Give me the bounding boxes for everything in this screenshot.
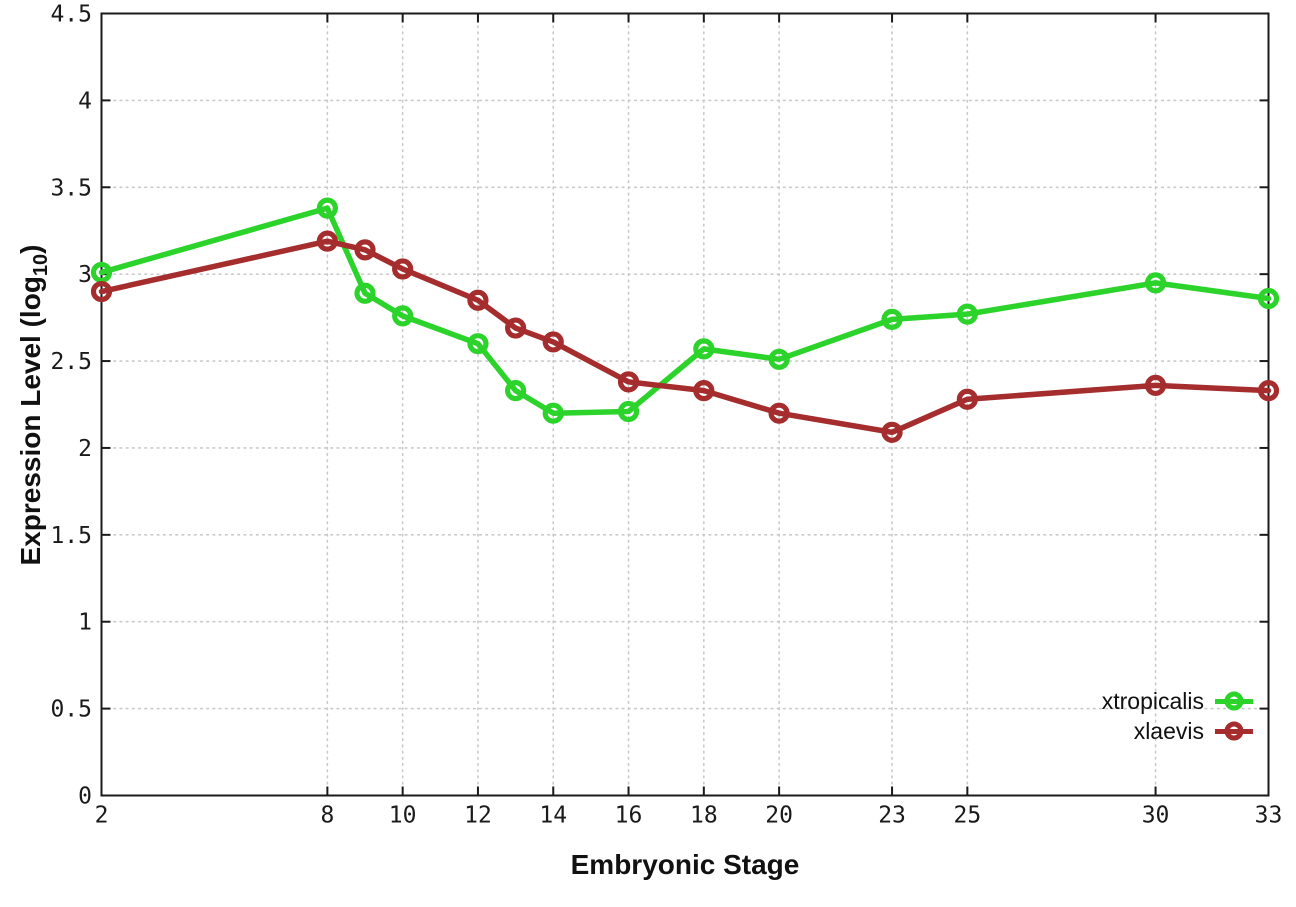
data-point-xtropicalis-stage-16	[617, 400, 640, 423]
xtropicalis-marker-icon	[1215, 690, 1253, 712]
data-point-xtropicalis-stage-20	[768, 348, 790, 370]
x-tick-label: 18	[690, 803, 718, 829]
data-point-xtropicalis-stage-13	[504, 379, 527, 402]
y-axis-title-text: Expression Level (log	[15, 276, 47, 566]
data-point-xlaevis-stage-16	[617, 371, 640, 393]
data-point-xlaevis-stage-14	[542, 331, 564, 353]
data-point-xlaevis-stage-12	[467, 289, 489, 311]
data-point-xlaevis-stage-13	[504, 317, 527, 339]
y-tick-label: 0	[78, 784, 92, 810]
data-point-xtropicalis-stage-12	[467, 333, 489, 355]
xlaevis-marker-icon	[1215, 720, 1253, 742]
data-point-xlaevis-stage-9	[354, 239, 376, 261]
legend-label-xlaevis: xlaevis	[1133, 717, 1204, 744]
data-point-xtropicalis-stage-23	[881, 308, 903, 330]
x-tick-label: 33	[1255, 803, 1283, 829]
data-point-xlaevis-stage-20	[768, 402, 790, 424]
y-tick-label: 1.5	[50, 523, 92, 549]
legend-row-xtropicalis: xtropicalis	[1102, 686, 1253, 716]
y-tick-label: 2.5	[50, 349, 92, 375]
series-line-xtropicalis	[98, 205, 1272, 416]
data-point-xlaevis-stage-2	[90, 280, 113, 303]
y-axis-title-suffix: )	[15, 244, 47, 254]
x-tick-label: 12	[464, 803, 492, 829]
y-tick-label: 4	[78, 88, 92, 114]
y-tick-label: 4.5	[50, 2, 92, 28]
data-point-xlaevis-stage-23	[881, 421, 903, 443]
data-point-xtropicalis-stage-14	[542, 402, 564, 424]
legend-row-xlaevis: xlaevis	[1102, 716, 1253, 746]
open-circle-icon	[1224, 721, 1244, 741]
x-tick-label: 25	[953, 803, 981, 829]
x-tick-label: 10	[389, 803, 417, 829]
y-tick-label: 0.5	[50, 697, 92, 723]
x-tick-label: 14	[539, 803, 567, 829]
y-tick-label: 3	[78, 262, 92, 288]
data-point-xtropicalis-stage-33	[1257, 287, 1280, 310]
data-point-xtropicalis-stage-25	[956, 303, 978, 325]
data-point-xlaevis-stage-33	[1257, 379, 1280, 402]
data-point-xtropicalis-stage-2	[90, 261, 113, 284]
series-line-xlaevis	[98, 238, 1272, 436]
y-axis-title-subscript: 10	[29, 253, 52, 277]
data-point-xtropicalis-stage-18	[693, 338, 715, 360]
data-point-xtropicalis-stage-8	[316, 197, 338, 219]
data-point-xlaevis-stage-30	[1144, 374, 1167, 396]
data-point-xlaevis-stage-8	[316, 230, 338, 252]
data-point-xtropicalis-stage-9	[354, 282, 376, 304]
y-axis-title: Expression Level (log10)	[15, 245, 53, 566]
y-tick-label: 1	[78, 610, 92, 636]
x-tick-label: 8	[320, 803, 334, 829]
y-tick-label: 2	[78, 436, 92, 462]
data-point-xtropicalis-stage-10	[392, 305, 414, 327]
x-axis-title: Embryonic Stage	[570, 849, 800, 880]
data-point-xlaevis-stage-10	[392, 258, 414, 280]
y-tick-label: 3.5	[50, 175, 92, 201]
plot-border	[100, 12, 1270, 797]
x-tick-label: 30	[1142, 803, 1170, 829]
x-tick-label: 23	[878, 803, 906, 829]
legend: xtropicalis xlaevis	[1102, 686, 1253, 746]
open-circle-icon	[1224, 691, 1244, 711]
legend-label-xtropicalis: xtropicalis	[1101, 687, 1204, 714]
x-tick-label: 16	[615, 803, 643, 829]
x-tick-label: 20	[765, 803, 793, 829]
data-point-xlaevis-stage-25	[956, 388, 978, 410]
x-tick-label: 2	[95, 803, 109, 829]
data-point-xlaevis-stage-18	[693, 379, 715, 402]
data-point-xtropicalis-stage-30	[1144, 272, 1167, 294]
